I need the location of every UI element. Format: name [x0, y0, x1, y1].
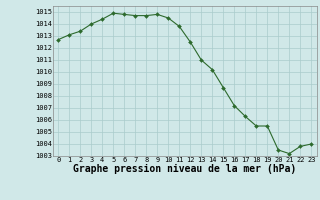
X-axis label: Graphe pression niveau de la mer (hPa): Graphe pression niveau de la mer (hPa) — [73, 164, 296, 174]
